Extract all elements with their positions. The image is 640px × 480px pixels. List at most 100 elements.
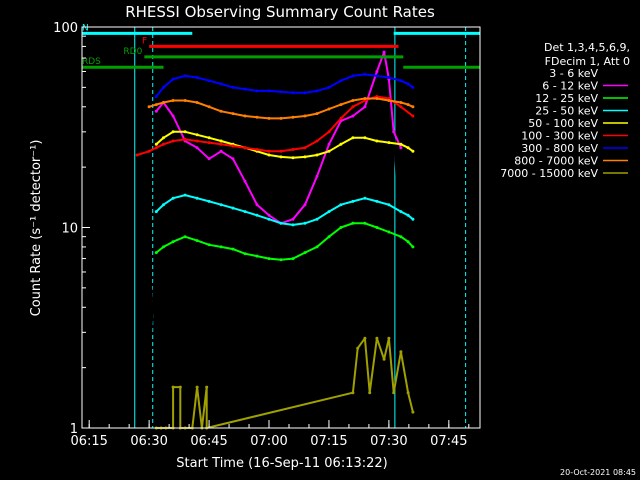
series-3-point-1 xyxy=(162,203,165,207)
series-4-point-5 xyxy=(207,136,211,140)
series-6-point-21 xyxy=(399,79,403,83)
series-2-point-4 xyxy=(195,239,199,243)
legend-label-5: 100 - 300 keV xyxy=(521,130,598,143)
series-5-point-8 xyxy=(219,142,223,146)
series-3-point-6 xyxy=(219,203,223,207)
series-2-point-17 xyxy=(351,221,355,225)
series-7-point-0 xyxy=(147,105,151,109)
series-2-point-1 xyxy=(162,245,165,249)
series-7-point-7 xyxy=(219,109,223,113)
series-1-point-10 xyxy=(267,213,271,217)
series-5-point-4 xyxy=(171,139,175,143)
series-3-point-20 xyxy=(387,203,391,207)
series-4-point-4 xyxy=(195,133,199,137)
series-7-point-8 xyxy=(231,112,235,116)
series-3-point-12 xyxy=(291,223,295,227)
series-3-point-21 xyxy=(399,210,403,214)
series-5-point-5 xyxy=(183,137,187,141)
series-7-point-19 xyxy=(363,97,367,100)
series-3-point-3 xyxy=(183,193,187,197)
series-7-point-3 xyxy=(171,99,175,102)
series-1-point-20 xyxy=(382,50,386,54)
series-2-point-9 xyxy=(255,254,259,258)
series-3-point-19 xyxy=(375,199,379,203)
series-6-point-7 xyxy=(231,85,235,89)
series-1-point-22 xyxy=(392,130,396,134)
series-3-point-22 xyxy=(406,213,410,217)
series-1-point-23 xyxy=(399,146,403,150)
series-8-point-11 xyxy=(205,385,209,389)
series-8-point-22 xyxy=(406,391,410,395)
series-2-point-8 xyxy=(243,252,247,256)
series-8-point-18 xyxy=(382,357,386,361)
x-tick-label-0: 06:15 xyxy=(70,434,107,449)
series-2-point-16 xyxy=(339,226,343,229)
series-0-point-0 xyxy=(147,366,151,370)
series-7-point-15 xyxy=(315,112,319,116)
series-2-point-14 xyxy=(315,245,319,249)
series-0-point-20 xyxy=(375,50,379,54)
series-7-point-17 xyxy=(339,103,343,107)
series-6-point-23 xyxy=(411,85,415,89)
series-4-point-2 xyxy=(171,130,175,134)
series-2-point-2 xyxy=(171,240,175,244)
series-0-point-5 xyxy=(195,142,199,146)
series-line-1 xyxy=(155,51,402,225)
legend-label-0: 3 - 6 keV xyxy=(549,67,598,80)
series-5-point-12 xyxy=(267,149,271,153)
series-3-point-14 xyxy=(315,217,319,221)
series-2-point-3 xyxy=(183,235,187,239)
series-1-point-17 xyxy=(351,114,355,118)
series-3-point-7 xyxy=(231,206,235,210)
y-tick-label-2: 100 xyxy=(53,21,78,36)
series-5-point-6 xyxy=(195,139,199,143)
series-4-point-0 xyxy=(154,142,158,146)
series-line-2 xyxy=(155,222,414,261)
series-3-point-18 xyxy=(363,196,367,200)
series-3-point-4 xyxy=(195,196,199,200)
series-4-point-14 xyxy=(315,153,319,157)
series-3-point-13 xyxy=(303,221,307,225)
series-4-point-21 xyxy=(399,142,403,146)
series-line-8 xyxy=(156,337,414,429)
x-tick-label-4: 07:15 xyxy=(310,434,347,449)
series-0-point-12 xyxy=(279,230,283,234)
legend-label-3: 25 - 50 keV xyxy=(535,105,598,118)
series-3-point-23 xyxy=(411,217,415,221)
series-0-point-21 xyxy=(382,30,386,33)
series-6-point-13 xyxy=(303,91,307,95)
series-2-point-15 xyxy=(327,235,331,239)
series-6-point-3 xyxy=(183,74,187,78)
series-8-point-13 xyxy=(351,391,355,395)
series-5-point-13 xyxy=(279,149,283,153)
series-6-point-17 xyxy=(351,74,355,78)
series-1-point-12 xyxy=(291,217,295,221)
series-line-6 xyxy=(155,73,414,98)
series-7-point-6 xyxy=(207,105,211,109)
series-7-point-24 xyxy=(411,105,415,109)
y-axis-ticks: 1 10 100 xyxy=(53,21,90,437)
series-0-point-13 xyxy=(291,226,295,229)
series-7-point-23 xyxy=(406,103,410,107)
series-6-point-15 xyxy=(327,85,331,89)
series-6-point-14 xyxy=(315,89,319,93)
series-1-point-14 xyxy=(315,174,319,178)
series-5-point-3 xyxy=(162,142,165,146)
series-2-point-6 xyxy=(219,245,223,249)
series-6-point-22 xyxy=(406,82,410,86)
series-5-point-1 xyxy=(147,149,151,153)
series-1-point-8 xyxy=(243,179,247,183)
x-axis-label: Start Time (16-Sep-11 06:13:22) xyxy=(176,456,387,471)
series-1-point-6 xyxy=(219,149,223,153)
series-7-point-20 xyxy=(375,97,379,100)
series-4-point-13 xyxy=(303,155,307,159)
series-2-point-7 xyxy=(231,247,235,251)
series-6-point-2 xyxy=(171,77,175,81)
series-0-point-17 xyxy=(339,105,343,109)
series-5-point-18 xyxy=(339,116,343,120)
series-8-point-16 xyxy=(368,391,372,395)
series-5-point-0 xyxy=(135,153,139,157)
series-6-point-19 xyxy=(375,74,379,78)
